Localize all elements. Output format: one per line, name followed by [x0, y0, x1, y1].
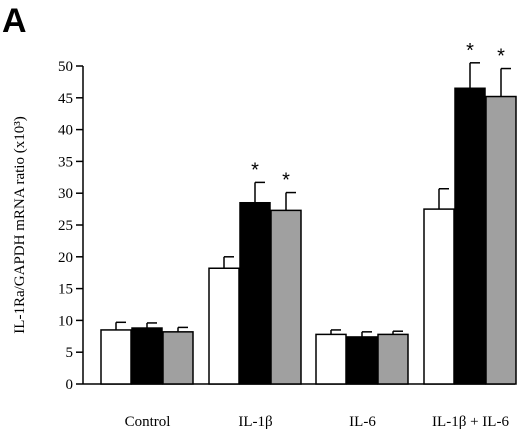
bar — [315, 333, 347, 385]
y-tick-label: 50 — [58, 59, 73, 75]
y-tick-label: 45 — [58, 91, 73, 107]
bar — [239, 201, 271, 385]
y-tick-label: 25 — [58, 218, 73, 234]
bars — [100, 62, 517, 385]
y-tick-label: 15 — [58, 282, 73, 298]
y-tick-label: 10 — [58, 313, 73, 329]
bar — [377, 333, 409, 385]
bar — [270, 209, 302, 385]
y-tick-label: 30 — [58, 186, 73, 202]
category-label: Control — [125, 414, 171, 430]
category-label: IL-1β + IL-6 — [432, 414, 509, 430]
y-tick-label: 20 — [58, 250, 73, 266]
significance-star: * — [466, 40, 474, 62]
y-tick-label: 0 — [66, 377, 74, 393]
bar — [454, 87, 486, 385]
y-tick-label: 35 — [58, 154, 73, 170]
bar — [100, 329, 132, 385]
bar — [131, 327, 163, 385]
category-label: IL-6 — [349, 414, 376, 430]
y-tick-label: 40 — [58, 123, 73, 139]
bar — [162, 331, 194, 385]
bar — [208, 267, 240, 385]
bar — [423, 208, 455, 385]
y-axis-title: IL-1Ra/GAPDH mRNA ratio (x10³) — [12, 116, 28, 333]
significance-star: * — [497, 46, 505, 68]
bar — [346, 336, 378, 385]
bar — [485, 95, 517, 385]
y-tick-label: 5 — [66, 345, 74, 361]
significance-star: * — [282, 170, 290, 192]
category-label: IL-1β — [238, 414, 272, 430]
labels: Control IL-1β IL-6 IL-1β + IL-6 * * * * — [125, 40, 510, 430]
significance-star: * — [251, 159, 259, 181]
panel-label: A — [2, 2, 27, 40]
